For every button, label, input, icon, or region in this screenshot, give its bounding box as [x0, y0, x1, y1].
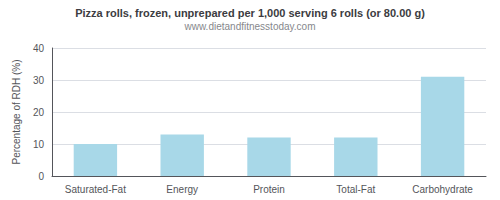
- svg-text:20: 20: [33, 107, 45, 118]
- svg-text:www.dietandfitnesstoday.com: www.dietandfitnesstoday.com: [184, 21, 316, 32]
- svg-text:Energy: Energy: [166, 184, 198, 195]
- svg-text:40: 40: [33, 43, 45, 54]
- svg-text:Percentage of RDH (%): Percentage of RDH (%): [11, 59, 22, 164]
- svg-text:Protein: Protein: [253, 184, 285, 195]
- svg-text:Pizza rolls, frozen, unprepare: Pizza rolls, frozen, unprepared per 1,00…: [75, 7, 425, 19]
- svg-text:0: 0: [38, 171, 44, 182]
- svg-text:10: 10: [33, 139, 45, 150]
- svg-text:Carbohydrate: Carbohydrate: [412, 184, 473, 195]
- svg-text:30: 30: [33, 75, 45, 86]
- svg-text:Total-Fat: Total-Fat: [336, 184, 375, 195]
- svg-text:Saturated-Fat: Saturated-Fat: [65, 184, 126, 195]
